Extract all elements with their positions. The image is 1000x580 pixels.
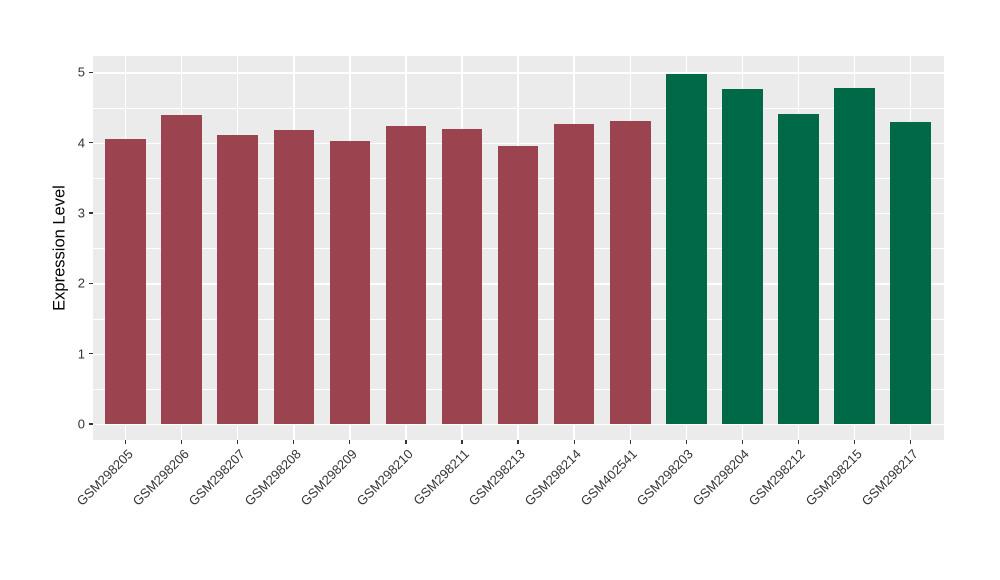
y-tick-label: 5 xyxy=(77,64,85,80)
x-tick-label: GSM298205 xyxy=(73,446,136,509)
x-tick-mark xyxy=(797,440,800,444)
y-tick-label: 3 xyxy=(77,205,85,221)
bar-GSM298217 xyxy=(890,122,931,424)
x-tick-label: GSM298210 xyxy=(353,446,416,509)
bar-GSM298212 xyxy=(778,113,819,424)
x-tick-label: GSM298206 xyxy=(129,446,192,509)
y-tick-mark xyxy=(89,423,93,425)
x-tick-mark xyxy=(349,440,351,444)
x-tick-label: GSM298217 xyxy=(858,446,921,509)
bar-GSM298208 xyxy=(273,130,315,424)
bar-GSM298215 xyxy=(834,87,875,424)
x-tick-label: GSM298214 xyxy=(521,446,585,509)
x-tick-mark xyxy=(125,440,127,444)
x-tick-label: GSM298208 xyxy=(241,446,304,509)
y-tick-mark xyxy=(89,212,93,214)
bar-GSM298210 xyxy=(385,125,427,424)
bar-GSM298204 xyxy=(722,88,763,424)
bar-GSM298203 xyxy=(666,73,707,424)
plot-panel xyxy=(93,56,944,440)
x-tick-mark xyxy=(909,440,912,444)
bar-GSM298211 xyxy=(441,128,483,424)
y-tick-label: 4 xyxy=(77,135,85,151)
x-tick-label: GSM298207 xyxy=(185,446,248,509)
x-tick-mark xyxy=(629,440,631,444)
bar-GSM298213 xyxy=(497,145,539,424)
bar-GSM402541 xyxy=(609,120,651,424)
y-axis-title: Expression Level xyxy=(50,185,69,311)
x-tick-label: GSM298212 xyxy=(746,446,809,509)
x-tick-label: GSM298211 xyxy=(410,446,472,508)
y-tick-mark xyxy=(89,353,93,355)
x-tick-label: GSM298215 xyxy=(802,446,865,509)
x-tick-mark xyxy=(853,440,856,444)
x-tick-mark xyxy=(405,440,407,444)
bar-GSM298205 xyxy=(105,138,146,424)
x-tick-mark xyxy=(573,440,575,444)
x-tick-mark xyxy=(293,440,295,444)
x-tick-label: GSM402541 xyxy=(577,446,641,509)
bar-GSM298207 xyxy=(217,134,259,424)
x-tick-label: GSM298204 xyxy=(690,446,753,509)
x-tick-label: GSM298203 xyxy=(633,446,697,509)
x-tick-mark xyxy=(741,440,743,444)
y-tick-mark xyxy=(89,71,93,73)
bar-GSM298206 xyxy=(161,114,202,424)
x-tick-mark xyxy=(237,440,239,444)
bar-GSM298214 xyxy=(553,123,595,424)
y-tick-mark xyxy=(89,282,93,284)
y-tick-mark xyxy=(89,142,93,144)
y-tick-label: 1 xyxy=(77,346,85,362)
x-tick-mark xyxy=(517,440,519,444)
y-tick-label: 2 xyxy=(77,275,85,291)
x-tick-label: GSM298213 xyxy=(465,446,528,509)
x-tick-mark xyxy=(461,440,463,444)
x-tick-mark xyxy=(181,440,183,444)
x-tick-mark xyxy=(685,440,687,444)
y-tick-label: 0 xyxy=(77,416,85,432)
x-tick-label: GSM298209 xyxy=(297,446,360,509)
bar-GSM298209 xyxy=(329,140,371,424)
